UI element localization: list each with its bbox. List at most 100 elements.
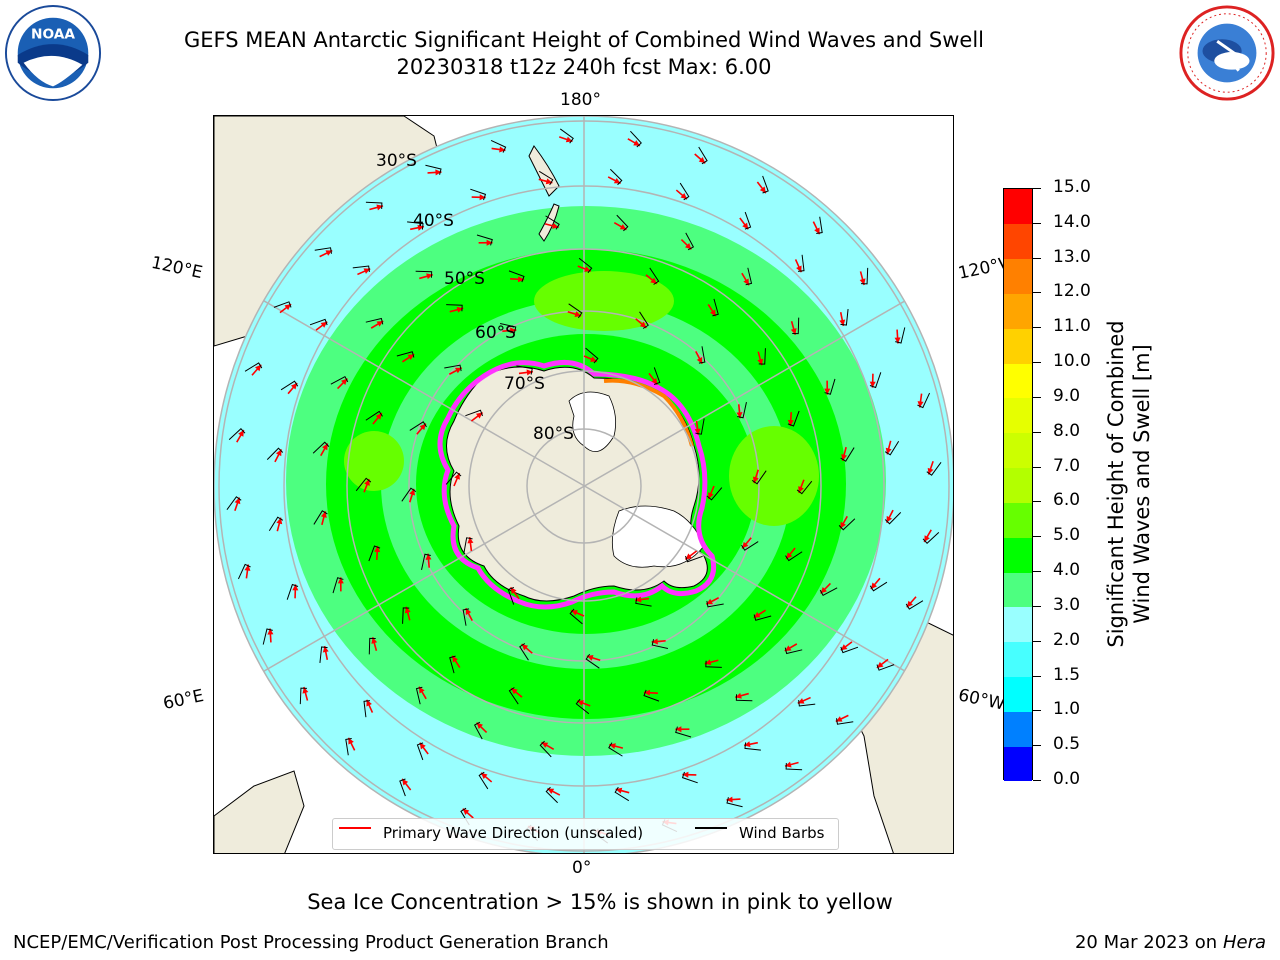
wind-barb	[401, 487, 417, 502]
colorbar-tick-label: 4.0	[1053, 560, 1081, 581]
wave-arrow-head	[402, 778, 409, 786]
land-africa	[214, 770, 305, 853]
wave-arrow-head	[680, 192, 688, 200]
wind-barb	[568, 303, 583, 319]
wind-barb	[819, 587, 838, 597]
wind-barb	[266, 447, 284, 460]
wind-barb	[409, 421, 427, 431]
wind-barbs	[226, 128, 942, 844]
wind-barb	[228, 428, 246, 440]
colorbar-tick	[1033, 292, 1041, 294]
wind-barb	[685, 555, 703, 563]
wave-arrow-head	[341, 378, 348, 385]
wind-barb	[745, 267, 753, 286]
wind-barb	[490, 139, 507, 153]
wave-arrow-head	[696, 357, 703, 364]
wave-arrow-head	[521, 644, 529, 651]
noaa-logo: NOAA	[4, 4, 102, 102]
wind-barb	[905, 600, 924, 610]
wind-barb	[838, 518, 856, 531]
wind-barb	[585, 653, 600, 669]
colorbar-segment	[1004, 397, 1032, 434]
wave-arrow-head	[267, 628, 274, 635]
wind-barb	[516, 365, 533, 375]
wind-barb	[796, 480, 813, 495]
wind-barb	[309, 318, 328, 326]
colorbar-tick	[1033, 466, 1041, 468]
wave-arrow-head	[510, 327, 517, 334]
colorbar-tick	[1033, 536, 1041, 538]
wave-arrow-head	[742, 222, 749, 230]
wind-barb	[425, 164, 442, 175]
wind-barb	[273, 301, 292, 308]
wind-barb	[559, 128, 574, 144]
wave-arrow-head	[547, 788, 555, 795]
wind-barb	[917, 392, 931, 409]
wind-barb	[508, 270, 525, 283]
wind-barb	[784, 647, 803, 655]
wave-arrow-head	[590, 356, 597, 362]
wind-barb	[539, 740, 552, 758]
wind-barb	[355, 477, 372, 492]
wave-arrow-head	[797, 698, 805, 704]
wave-arrow-head	[894, 337, 901, 344]
colorbar-tick-label: 5.0	[1053, 525, 1081, 546]
wave-arrow-head	[798, 486, 804, 493]
wind-barb	[840, 309, 849, 326]
wind-barb	[462, 608, 470, 626]
colorbar-tick-label: 0.0	[1053, 769, 1081, 789]
wind-barb	[545, 786, 558, 804]
wind-barb	[226, 496, 242, 511]
wind-barb	[449, 655, 456, 674]
wind-barb	[478, 771, 489, 790]
wind-barb	[519, 643, 529, 661]
wind-barb	[643, 689, 660, 702]
wind-barb	[313, 510, 328, 525]
wind-barb	[538, 170, 554, 186]
wave-arrow-head	[419, 742, 426, 750]
wave-arrow-head	[786, 552, 793, 559]
wind-barb	[402, 607, 410, 624]
wave-arrow-head	[584, 266, 591, 272]
land-new-zealand	[528, 145, 560, 242]
wave-arrow-head	[419, 686, 425, 694]
wave-arrow-head	[613, 177, 621, 184]
wind-barb	[635, 597, 652, 607]
ross-ice-shelf	[568, 391, 617, 453]
wave-arrow-head	[364, 479, 370, 486]
wave-arrow-head	[650, 277, 657, 284]
svg-text:NOAA: NOAA	[31, 26, 75, 42]
wave-arrow-head	[635, 596, 642, 603]
wind-barb	[237, 563, 251, 580]
wind-barb	[314, 247, 332, 254]
colorbar-segment	[1004, 293, 1032, 329]
colorbar-tick	[1033, 188, 1041, 189]
lat-label-40s: 40°S	[413, 211, 454, 231]
wave-arrow-head	[467, 537, 474, 544]
colorbar-tick	[1033, 362, 1041, 364]
colorbar-segment	[1004, 223, 1032, 260]
wind-barb	[836, 718, 854, 725]
wave-arrow-head	[337, 577, 344, 584]
wave-arrow-head	[743, 278, 749, 286]
sea-ice-note: Sea Ice Concentration > 15% is shown in …	[307, 890, 893, 914]
wave-direction-swatch	[339, 827, 371, 829]
nws-logo	[1179, 5, 1275, 101]
wind-barb	[685, 232, 695, 251]
wind-barb	[415, 270, 433, 278]
wave-arrow-head	[886, 515, 893, 523]
wind-barb	[922, 532, 940, 544]
colorbar-tick	[1033, 780, 1041, 781]
wave-arrow-head	[407, 354, 415, 360]
wave-arrow-head	[651, 638, 658, 645]
wind-barb	[741, 541, 759, 551]
wave-arrow-head	[452, 655, 458, 663]
wind-barb	[895, 327, 906, 344]
wave-arrow-head	[694, 428, 701, 435]
wind-barb	[365, 410, 383, 421]
wind-barb	[695, 418, 705, 435]
wind-barb	[653, 367, 661, 385]
wind-barb	[545, 215, 560, 230]
wave-arrow-head	[577, 700, 584, 706]
wave-arrow-head	[824, 388, 831, 395]
